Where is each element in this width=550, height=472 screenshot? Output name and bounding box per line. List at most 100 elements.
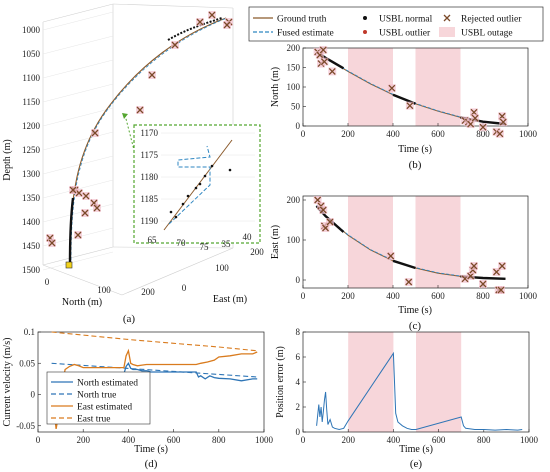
x-tick-label: 800 bbox=[212, 435, 226, 445]
a-east-tick-label: 100 bbox=[215, 263, 229, 273]
a-z-tick-label: 1250 bbox=[22, 145, 41, 155]
panel-a-3d-trajectory: 1000105011001150120012501300135014001450… bbox=[2, 3, 264, 325]
rejected-outlier-marker bbox=[387, 252, 395, 260]
rejected-outlier-marker bbox=[498, 262, 506, 270]
x-tick-label: 600 bbox=[432, 435, 446, 445]
b-ylabel: North (m) bbox=[270, 67, 281, 107]
legend-swatch-outage bbox=[439, 27, 455, 37]
x-tick-label: 800 bbox=[476, 129, 490, 139]
y-tick-label: 150 bbox=[287, 63, 301, 73]
rejected-outlier-marker bbox=[148, 71, 156, 79]
x-tick-label: 800 bbox=[476, 291, 490, 301]
panel-label-d: (d) bbox=[145, 458, 158, 470]
panel-label-b: (b) bbox=[409, 159, 422, 171]
panel-label-e: (e) bbox=[410, 458, 423, 470]
x-tick-label: 0 bbox=[36, 435, 41, 445]
inset-east-tick-label: 40 bbox=[243, 232, 253, 242]
b-rejected-outliers bbox=[313, 45, 508, 138]
rejected-outlier-marker bbox=[223, 21, 231, 29]
rejected-outlier-marker bbox=[74, 231, 82, 239]
inset-z-tick-label: 1190 bbox=[140, 216, 158, 226]
y-tick-label: 6 bbox=[296, 352, 301, 362]
a-east-tick-label: 200 bbox=[250, 247, 264, 257]
rejected-outlier-marker bbox=[496, 130, 504, 138]
y-tick-label: 4 bbox=[296, 377, 301, 387]
a-north-tick-label: 0 bbox=[45, 277, 50, 287]
c-ylabel: East (m) bbox=[270, 225, 281, 259]
x-tick-label: 400 bbox=[386, 129, 400, 139]
a-usbl-top-segment bbox=[167, 17, 223, 41]
rejected-outlier-marker bbox=[82, 192, 90, 200]
a-z-gridline bbox=[42, 107, 114, 127]
y-tick-label: 8 bbox=[296, 327, 301, 337]
x-tick-label: 1000 bbox=[255, 435, 274, 445]
legend-label: USBL outage bbox=[461, 29, 513, 39]
a-z-tick-label: 1350 bbox=[22, 193, 41, 203]
inset-north-tick-label: 70 bbox=[177, 238, 187, 248]
a-z-tick-label: 1000 bbox=[22, 25, 41, 35]
a-z-gridline bbox=[42, 83, 114, 103]
rejected-outlier-marker bbox=[471, 114, 479, 122]
a-north-tick-label: 200 bbox=[141, 287, 155, 297]
a-z-gridline bbox=[42, 155, 114, 175]
b-xlabel: Time (s) bbox=[398, 144, 432, 155]
c-rejected-outliers bbox=[313, 196, 507, 294]
x-tick-label: 0 bbox=[301, 129, 306, 139]
legend-label: Ground truth bbox=[277, 15, 327, 25]
a-zlabel: Depth (m) bbox=[2, 139, 13, 180]
legend-label: Fused estimate bbox=[277, 29, 334, 39]
a-ylabel: East (m) bbox=[213, 294, 247, 305]
a-z-gridline bbox=[42, 35, 114, 55]
d-series-line bbox=[51, 362, 258, 378]
y-tick-label: 200 bbox=[287, 43, 301, 53]
x-tick-label: 0 bbox=[301, 291, 306, 301]
rejected-outlier-marker bbox=[320, 58, 328, 66]
usbl-outage-band bbox=[348, 332, 394, 432]
x-tick-label: 1000 bbox=[519, 129, 538, 139]
rejected-outlier-marker bbox=[319, 46, 327, 54]
panel-label-a: (a) bbox=[123, 313, 136, 325]
rejected-outlier-marker bbox=[328, 67, 336, 75]
x-tick-label: 400 bbox=[386, 291, 400, 301]
x-tick-label: 600 bbox=[167, 435, 181, 445]
legend-swatch-rejected-outlier bbox=[443, 14, 451, 22]
d-series-line bbox=[51, 331, 258, 352]
inset-north-tick-label: 75 bbox=[200, 242, 210, 252]
e-ylabel: Position error (m) bbox=[275, 346, 286, 418]
a-z-gridline bbox=[42, 11, 114, 31]
a-rejected-outliers bbox=[46, 11, 233, 247]
rejected-outlier-marker bbox=[326, 218, 334, 226]
e-position-error-line bbox=[316, 351, 523, 431]
a-usbl-dense-segment bbox=[68, 197, 75, 263]
d-xlabel: Time (s) bbox=[134, 444, 168, 455]
panel-e-position-error: 0 200 400 600 800 1000 0 2 4 6 8 Position error (m… bbox=[275, 327, 539, 470]
inset-east-tick-label: 35 bbox=[222, 239, 232, 249]
rejected-outlier-marker bbox=[479, 280, 487, 288]
a-start-marker bbox=[65, 261, 73, 269]
y-tick-label: 0.05 bbox=[19, 358, 35, 368]
a-z-gridline bbox=[42, 131, 114, 151]
rejected-outlier-marker bbox=[499, 118, 507, 126]
legend-label: USBL normal bbox=[379, 15, 433, 25]
usbl-outage-band bbox=[415, 196, 461, 288]
d-legend-label: East estimated bbox=[77, 403, 132, 413]
a-z-tick-label: 1200 bbox=[22, 121, 41, 131]
y-tick-label: 50 bbox=[291, 102, 301, 112]
x-tick-label: 200 bbox=[341, 129, 355, 139]
rejected-outlier-marker bbox=[388, 84, 396, 92]
usbl-outage-band bbox=[415, 48, 461, 126]
a-z-gridline bbox=[42, 203, 114, 223]
x-tick-label: 600 bbox=[431, 129, 445, 139]
rejected-outlier-marker bbox=[69, 186, 77, 194]
x-tick-label: 0 bbox=[301, 435, 306, 445]
c-xlabel: Time (s) bbox=[398, 305, 432, 316]
y-tick-label: 100 bbox=[287, 82, 301, 92]
a-fused-curve bbox=[70, 17, 228, 266]
x-tick-label: 1000 bbox=[519, 291, 538, 301]
panel-label-c: (c) bbox=[409, 320, 422, 332]
rejected-outlier-marker bbox=[136, 106, 144, 114]
rejected-outlier-marker bbox=[171, 41, 179, 49]
rejected-outlier-marker bbox=[405, 278, 413, 286]
panel-c-east-vs-time: 0 200 400 600 800 1000 0 100 200 East (m) Time (… bbox=[270, 195, 538, 332]
a-z-tick-label: 1300 bbox=[22, 169, 41, 179]
